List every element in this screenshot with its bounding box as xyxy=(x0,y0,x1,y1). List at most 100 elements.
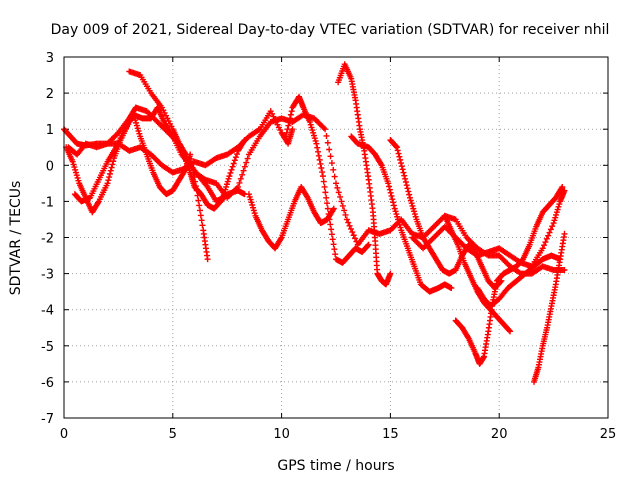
data-point xyxy=(539,245,546,252)
data-point xyxy=(396,221,403,228)
data-point xyxy=(330,166,337,173)
y-tick-label: -6 xyxy=(41,376,54,391)
data-point xyxy=(553,209,560,216)
data-point xyxy=(405,188,412,195)
plot-area xyxy=(61,61,568,385)
data-point xyxy=(339,202,346,209)
data-point xyxy=(324,139,331,146)
data-point xyxy=(331,246,338,253)
data-point xyxy=(134,125,141,132)
data-point xyxy=(551,217,558,224)
data-point xyxy=(109,161,116,168)
series-track-3 xyxy=(126,68,248,212)
data-point xyxy=(71,164,78,171)
data-point xyxy=(316,156,323,163)
data-point xyxy=(233,151,240,158)
data-point xyxy=(407,197,414,204)
series-track-9 xyxy=(348,133,455,295)
chart-title: Day 009 of 2021, Sidereal Day-to-day VTE… xyxy=(51,22,610,38)
data-point xyxy=(282,133,289,140)
data-point xyxy=(74,174,81,181)
data-point xyxy=(308,124,315,131)
data-point xyxy=(397,224,404,231)
data-point xyxy=(133,119,140,126)
data-point xyxy=(284,126,291,133)
data-point xyxy=(221,189,228,196)
x-tick-label: 25 xyxy=(600,427,617,442)
data-point xyxy=(327,153,334,160)
data-point xyxy=(393,143,400,150)
data-point xyxy=(72,166,79,173)
data-point xyxy=(396,153,403,160)
data-point xyxy=(389,196,396,203)
data-point xyxy=(398,163,405,170)
y-tick-label: -1 xyxy=(41,195,54,210)
data-point xyxy=(69,158,76,165)
y-tick-label: 0 xyxy=(46,159,54,174)
x-tick-label: 5 xyxy=(169,427,177,442)
y-tick-label: -5 xyxy=(41,340,54,355)
data-point xyxy=(317,160,324,167)
data-point xyxy=(555,203,562,210)
data-point xyxy=(393,211,400,218)
data-point xyxy=(219,194,226,201)
data-point xyxy=(319,169,326,176)
data-point xyxy=(237,175,244,182)
data-point xyxy=(236,179,243,186)
data-point xyxy=(199,222,206,229)
data-point xyxy=(324,200,331,207)
data-point xyxy=(243,159,250,166)
data-point xyxy=(397,156,404,163)
data-point xyxy=(561,230,568,237)
data-point xyxy=(312,137,319,144)
data-point xyxy=(241,163,248,170)
data-point xyxy=(393,144,400,151)
data-point xyxy=(249,202,256,209)
data-point xyxy=(346,222,353,229)
data-point xyxy=(196,202,203,209)
series-track-12 xyxy=(452,183,566,367)
data-point xyxy=(448,285,455,292)
data-point xyxy=(232,154,239,161)
data-point xyxy=(73,172,80,179)
grid-lines xyxy=(64,57,608,418)
data-point xyxy=(329,236,336,243)
data-point xyxy=(386,186,393,193)
data-point xyxy=(288,108,295,115)
data-point xyxy=(309,127,316,134)
data-point xyxy=(409,202,416,209)
y-tick-label: -3 xyxy=(41,268,54,283)
y-tick-label: -7 xyxy=(41,412,54,427)
y-tick-label: -4 xyxy=(41,304,54,319)
y-tick-label: 1 xyxy=(46,123,54,138)
series-track-6 xyxy=(245,183,337,252)
data-point xyxy=(306,118,313,125)
data-point xyxy=(222,186,229,193)
data-point xyxy=(204,256,211,263)
data-point xyxy=(385,180,392,187)
data-point xyxy=(188,155,195,162)
data-point xyxy=(350,232,357,239)
data-point xyxy=(330,241,337,248)
data-point xyxy=(325,211,332,218)
data-point xyxy=(364,242,371,249)
data-point xyxy=(400,169,407,176)
data-point xyxy=(322,126,329,133)
data-point xyxy=(287,115,294,122)
data-point xyxy=(549,223,556,230)
data-point xyxy=(321,183,328,190)
data-point xyxy=(399,166,406,173)
data-point xyxy=(323,194,330,201)
data-point xyxy=(227,169,234,176)
data-point xyxy=(313,140,320,147)
data-point xyxy=(394,147,401,154)
series-track-14 xyxy=(531,230,568,385)
data-point xyxy=(239,171,246,178)
data-point xyxy=(328,231,335,238)
data-point xyxy=(331,173,338,180)
series-track-4 xyxy=(71,104,248,205)
data-point xyxy=(107,167,114,174)
data-point xyxy=(135,128,142,135)
data-point xyxy=(412,213,419,220)
data-point xyxy=(133,122,140,129)
